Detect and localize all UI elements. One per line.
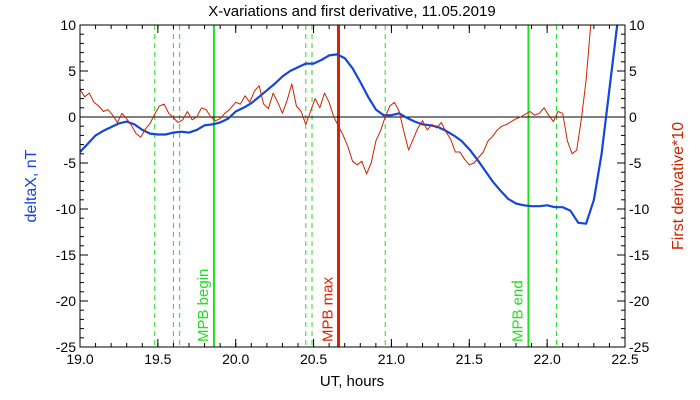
y-tick-label-left-6: -20 [56,293,76,309]
x-tick-label-3: 20.5 [300,351,327,367]
plot-area: MPB begin MPB max MPB end 19.0 19.5 20.0 20.5 2… [56,17,650,367]
x-axis-label: UT, hours [320,373,384,390]
left-axis-label: deltaX, nT [23,149,40,222]
right-axis-label: First derivative*10 [670,122,687,250]
y-tick-label-left-1: 5 [68,63,76,79]
marker-label-3: MPB begin [195,269,212,342]
y-tick-label-right-6: -20 [629,293,649,309]
y-tick-label-left-3: -5 [64,155,77,171]
x-tick-label-6: 22.0 [534,351,561,367]
y-tick-label-left-2: 0 [68,109,76,125]
y-tick-label-right-2: 0 [629,109,637,125]
x-tick-label-4: 21.0 [378,351,405,367]
y-tick-label-right-3: -5 [629,155,642,171]
x-tick-label-2: 20.0 [222,351,249,367]
y-tick-label-left-0: 10 [60,17,76,33]
y-tick-label-right-7: -25 [629,339,649,355]
series-line-deltax [80,25,619,225]
chart-title: X-variations and first derivative, 11.05… [208,3,495,20]
x-tick-label-0: 19.0 [66,351,93,367]
y-tick-label-right-5: -15 [629,247,649,263]
series-line-derivative [80,25,592,175]
y-tick-label-right-0: 10 [629,17,645,33]
marker-label-6: MPB max [319,276,336,342]
y-tick-label-left-4: -10 [56,201,76,217]
marker-label-8: MPB end [509,280,526,342]
y-tick-label-right-1: 5 [629,63,637,79]
x-tick-label-7: 22.5 [611,351,638,367]
x-tick-label-1: 19.5 [144,351,171,367]
y-tick-label-right-4: -10 [629,201,649,217]
y-tick-label-left-5: -15 [56,247,76,263]
plot-frame [79,24,626,348]
x-tick-label-5: 21.5 [456,351,483,367]
y-tick-label-left-7: -25 [56,339,76,355]
